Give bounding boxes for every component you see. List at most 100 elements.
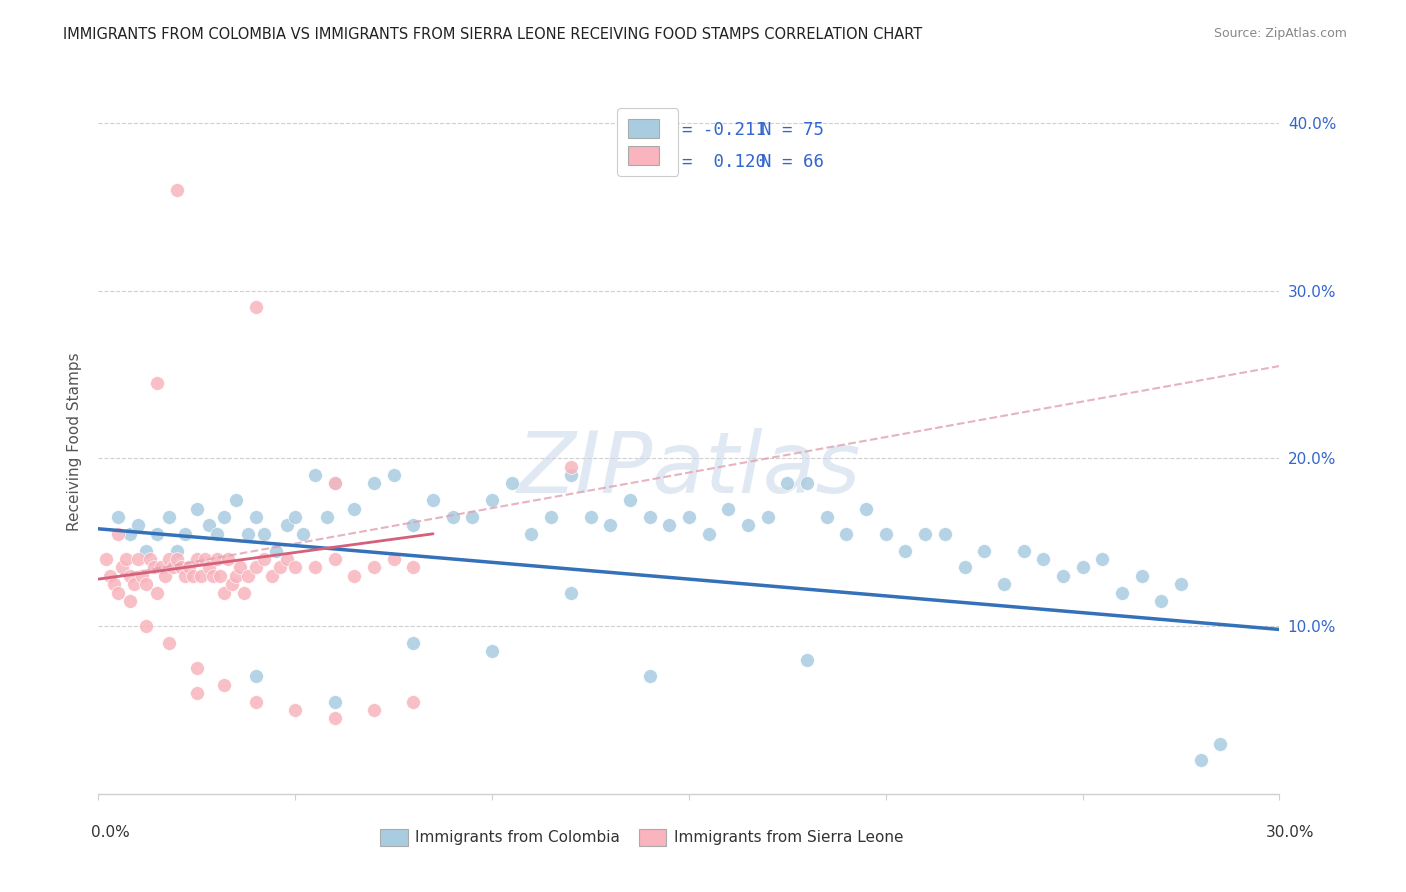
Point xyxy=(253,552,276,566)
Point xyxy=(678,510,700,524)
Point xyxy=(1111,585,1133,599)
Point xyxy=(155,568,177,582)
Point xyxy=(118,568,141,582)
Point xyxy=(150,560,173,574)
Point xyxy=(1012,543,1035,558)
Point xyxy=(756,510,779,524)
Point xyxy=(579,510,602,524)
Point xyxy=(875,526,897,541)
Point xyxy=(402,560,425,574)
Point xyxy=(225,493,247,508)
Point xyxy=(253,526,276,541)
Point xyxy=(107,526,129,541)
Text: Source: ZipAtlas.com: Source: ZipAtlas.com xyxy=(1213,27,1347,40)
Point xyxy=(221,577,243,591)
Point xyxy=(343,568,366,582)
Point xyxy=(855,501,877,516)
Point xyxy=(1091,552,1114,566)
Point xyxy=(1130,568,1153,582)
Point xyxy=(214,678,236,692)
Point xyxy=(96,552,118,566)
Point xyxy=(186,686,208,700)
Legend: Immigrants from Colombia, Immigrants from Sierra Leone: Immigrants from Colombia, Immigrants fro… xyxy=(373,822,911,853)
Point xyxy=(284,703,307,717)
Point xyxy=(142,560,165,574)
Point xyxy=(402,636,425,650)
Point xyxy=(201,568,224,582)
Point xyxy=(402,518,425,533)
Point xyxy=(107,510,129,524)
Point xyxy=(260,568,283,582)
Point xyxy=(245,695,267,709)
Point xyxy=(382,468,405,483)
Point xyxy=(146,585,169,599)
Point xyxy=(1071,560,1094,574)
Text: IMMIGRANTS FROM COLOMBIA VS IMMIGRANTS FROM SIERRA LEONE RECEIVING FOOD STAMPS C: IMMIGRANTS FROM COLOMBIA VS IMMIGRANTS F… xyxy=(63,27,922,42)
Point xyxy=(264,543,287,558)
Point xyxy=(993,577,1015,591)
Point xyxy=(953,560,976,574)
Point xyxy=(245,560,267,574)
Point xyxy=(323,476,346,491)
Point xyxy=(815,510,838,524)
Point xyxy=(638,669,661,683)
Point xyxy=(382,552,405,566)
Point xyxy=(197,560,219,574)
Point xyxy=(1209,737,1232,751)
Point xyxy=(186,552,208,566)
Point xyxy=(166,552,188,566)
Point xyxy=(269,560,291,574)
Point xyxy=(157,636,180,650)
Point xyxy=(166,183,188,197)
Point xyxy=(560,585,582,599)
Point xyxy=(181,568,204,582)
Point xyxy=(103,577,125,591)
Point xyxy=(214,585,236,599)
Point xyxy=(186,501,208,516)
Point xyxy=(209,568,232,582)
Point xyxy=(796,476,818,491)
Point xyxy=(402,695,425,709)
Point xyxy=(292,526,315,541)
Point xyxy=(1170,577,1192,591)
Point xyxy=(481,493,503,508)
Point xyxy=(1150,594,1173,608)
Point xyxy=(304,560,326,574)
Point xyxy=(157,510,180,524)
Point xyxy=(131,568,153,582)
Point xyxy=(166,543,188,558)
Text: N = 75: N = 75 xyxy=(761,121,824,139)
Point xyxy=(1052,568,1074,582)
Point xyxy=(229,560,252,574)
Point xyxy=(481,644,503,658)
Point xyxy=(560,459,582,474)
Point xyxy=(315,510,337,524)
Text: N = 66: N = 66 xyxy=(761,153,824,170)
Point xyxy=(363,703,385,717)
Point xyxy=(894,543,917,558)
Point xyxy=(233,585,256,599)
Point xyxy=(441,510,464,524)
Point xyxy=(284,510,307,524)
Point xyxy=(118,526,141,541)
Point xyxy=(560,468,582,483)
Point xyxy=(245,510,267,524)
Point xyxy=(461,510,484,524)
Point xyxy=(973,543,995,558)
Point xyxy=(98,568,121,582)
Point xyxy=(363,560,385,574)
Point xyxy=(658,518,681,533)
Point xyxy=(1189,753,1212,767)
Point xyxy=(323,552,346,566)
Point xyxy=(284,560,307,574)
Point xyxy=(214,510,236,524)
Point xyxy=(194,552,217,566)
Point xyxy=(914,526,936,541)
Point xyxy=(146,376,169,390)
Point xyxy=(343,501,366,516)
Point xyxy=(276,518,298,533)
Point xyxy=(170,560,193,574)
Point xyxy=(138,552,160,566)
Point xyxy=(174,568,197,582)
Point xyxy=(934,526,956,541)
